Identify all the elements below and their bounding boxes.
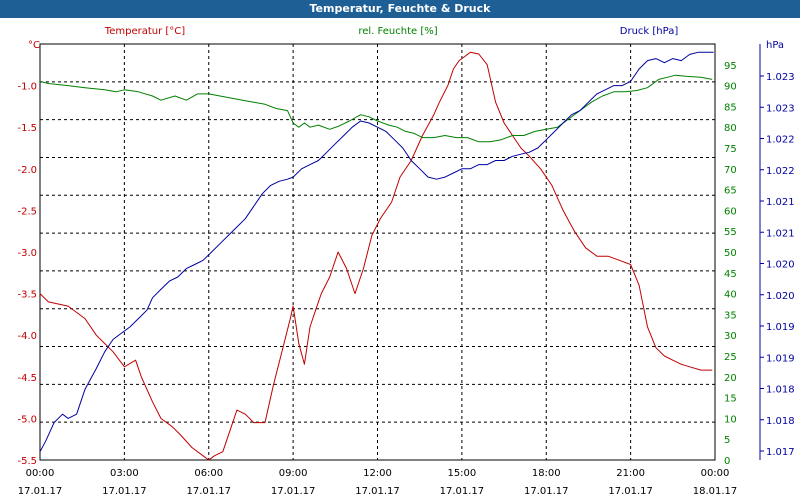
humidity-tick-label: 15 <box>724 394 737 405</box>
temperature-tick-label: -2.5 <box>17 206 37 217</box>
pressure-unit-label: hPa <box>766 40 784 51</box>
pressure-tick-label: 1.019 <box>766 353 795 364</box>
humidity-tick-label: 50 <box>724 248 737 259</box>
time-tick-label: 00:00 <box>26 468 55 479</box>
temperature-tick-label: -5.5 <box>17 456 37 467</box>
time-tick-label: 06:00 <box>194 468 223 479</box>
date-tick-label: 17.01.17 <box>18 486 63 497</box>
humidity-tick-label: 25 <box>724 352 737 363</box>
humidity-tick-label: 70 <box>724 165 737 176</box>
chart-title: Temperatur, Feuchte & Druck <box>0 0 800 18</box>
pressure-tick-label: 1.021 <box>766 228 795 239</box>
temperature-legend-label: Temperatur [°C] <box>104 26 185 37</box>
humidity-tick-label: 60 <box>724 206 737 217</box>
pressure-tick-label: 1.018 <box>766 416 795 427</box>
temperature-tick-label: -4.5 <box>17 373 37 384</box>
temperature-tick-label: -5.0 <box>17 414 37 425</box>
pressure-tick-label: 1.022 <box>766 166 795 177</box>
humidity-tick-label: 40 <box>724 290 737 301</box>
temperature-tick-label: -3.5 <box>17 290 37 301</box>
date-tick-label: 18.01.17 <box>693 486 738 497</box>
temperature-axis-ticks: -1.0 -1.5 -2.0 -2.5 -3.0 -3.5 -4.0 -4.5 -5.0 -5.5 <box>17 82 37 467</box>
humidity-tick-label: 20 <box>724 373 737 384</box>
temperature-tick-label: -1.0 <box>17 82 37 93</box>
time-tick-label: 18:00 <box>532 468 561 479</box>
time-tick-label: 21:00 <box>616 468 645 479</box>
temperature-unit-label: °C <box>28 40 40 51</box>
date-tick-label: 17.01.17 <box>355 486 400 497</box>
time-tick-label: 12:00 <box>363 468 392 479</box>
time-tick-label: 03:00 <box>110 468 139 479</box>
pressure-series-line <box>39 51 714 452</box>
temperature-tick-label: -4.0 <box>17 331 37 342</box>
temperature-tick-label: -1.5 <box>17 123 37 134</box>
date-tick-label: 17.01.17 <box>102 486 147 497</box>
temperature-series-line <box>39 51 713 461</box>
plot-area <box>39 43 716 461</box>
humidity-tick-label: 75 <box>724 144 737 155</box>
pressure-tick-label: 1.017 <box>766 447 795 458</box>
pressure-tick-label: 1.019 <box>766 322 795 333</box>
humidity-series-line <box>39 74 713 143</box>
pressure-tick-label: 1.018 <box>766 385 795 396</box>
date-tick-label: 17.01.17 <box>524 486 569 497</box>
time-tick-label: 15:00 <box>447 468 476 479</box>
pressure-tick-label: 1.023 <box>766 103 795 114</box>
pressure-legend-label: Druck [hPa] <box>620 26 679 37</box>
time-tick-label: 09:00 <box>279 468 308 479</box>
humidity-tick-label: 95 <box>724 61 737 72</box>
pressure-tick-label: 1.020 <box>766 260 795 271</box>
temperature-tick-label: -3.0 <box>17 248 37 259</box>
pressure-tick-label: 1.020 <box>766 291 795 302</box>
humidity-tick-label: 30 <box>724 331 737 342</box>
humidity-tick-label: 90 <box>724 82 737 93</box>
humidity-tick-label: 5 <box>724 435 730 446</box>
pressure-tick-label: 1.023 <box>766 72 795 83</box>
date-tick-label: 17.01.17 <box>271 486 316 497</box>
humidity-tick-label: 65 <box>724 186 737 197</box>
time-axis-ticks: 00:00 17.01.17 03:00 17.01.17 06:00 17.01.17 0… <box>18 468 738 497</box>
chart-series <box>39 51 714 461</box>
time-tick-label: 00:00 <box>701 468 730 479</box>
pressure-tick-label: 1.022 <box>766 135 795 146</box>
temperature-tick-label: -2.0 <box>17 165 37 176</box>
pressure-tick-label: 1.021 <box>766 197 795 208</box>
date-tick-label: 17.01.17 <box>186 486 231 497</box>
humidity-tick-label: 45 <box>724 269 737 280</box>
humidity-tick-label: 55 <box>724 227 737 238</box>
humidity-tick-label: 80 <box>724 123 737 134</box>
chart-grid <box>40 44 715 460</box>
date-tick-label: 17.01.17 <box>440 486 485 497</box>
humidity-tick-label: 85 <box>724 102 737 113</box>
humidity-legend-label: rel. Feuchte [%] <box>358 26 437 37</box>
pressure-axis-ticks: 1.023 1.023 1.022 1.022 1.021 1.021 1.020 1.020… <box>760 72 795 458</box>
date-tick-label: 17.01.17 <box>608 486 653 497</box>
humidity-tick-label: 0 <box>724 456 730 467</box>
chart-canvas: °C Temperatur [°C] rel. Feuchte [%] Druc… <box>17 26 795 497</box>
humidity-tick-label: 10 <box>724 414 737 425</box>
humidity-tick-label: 35 <box>724 310 737 321</box>
